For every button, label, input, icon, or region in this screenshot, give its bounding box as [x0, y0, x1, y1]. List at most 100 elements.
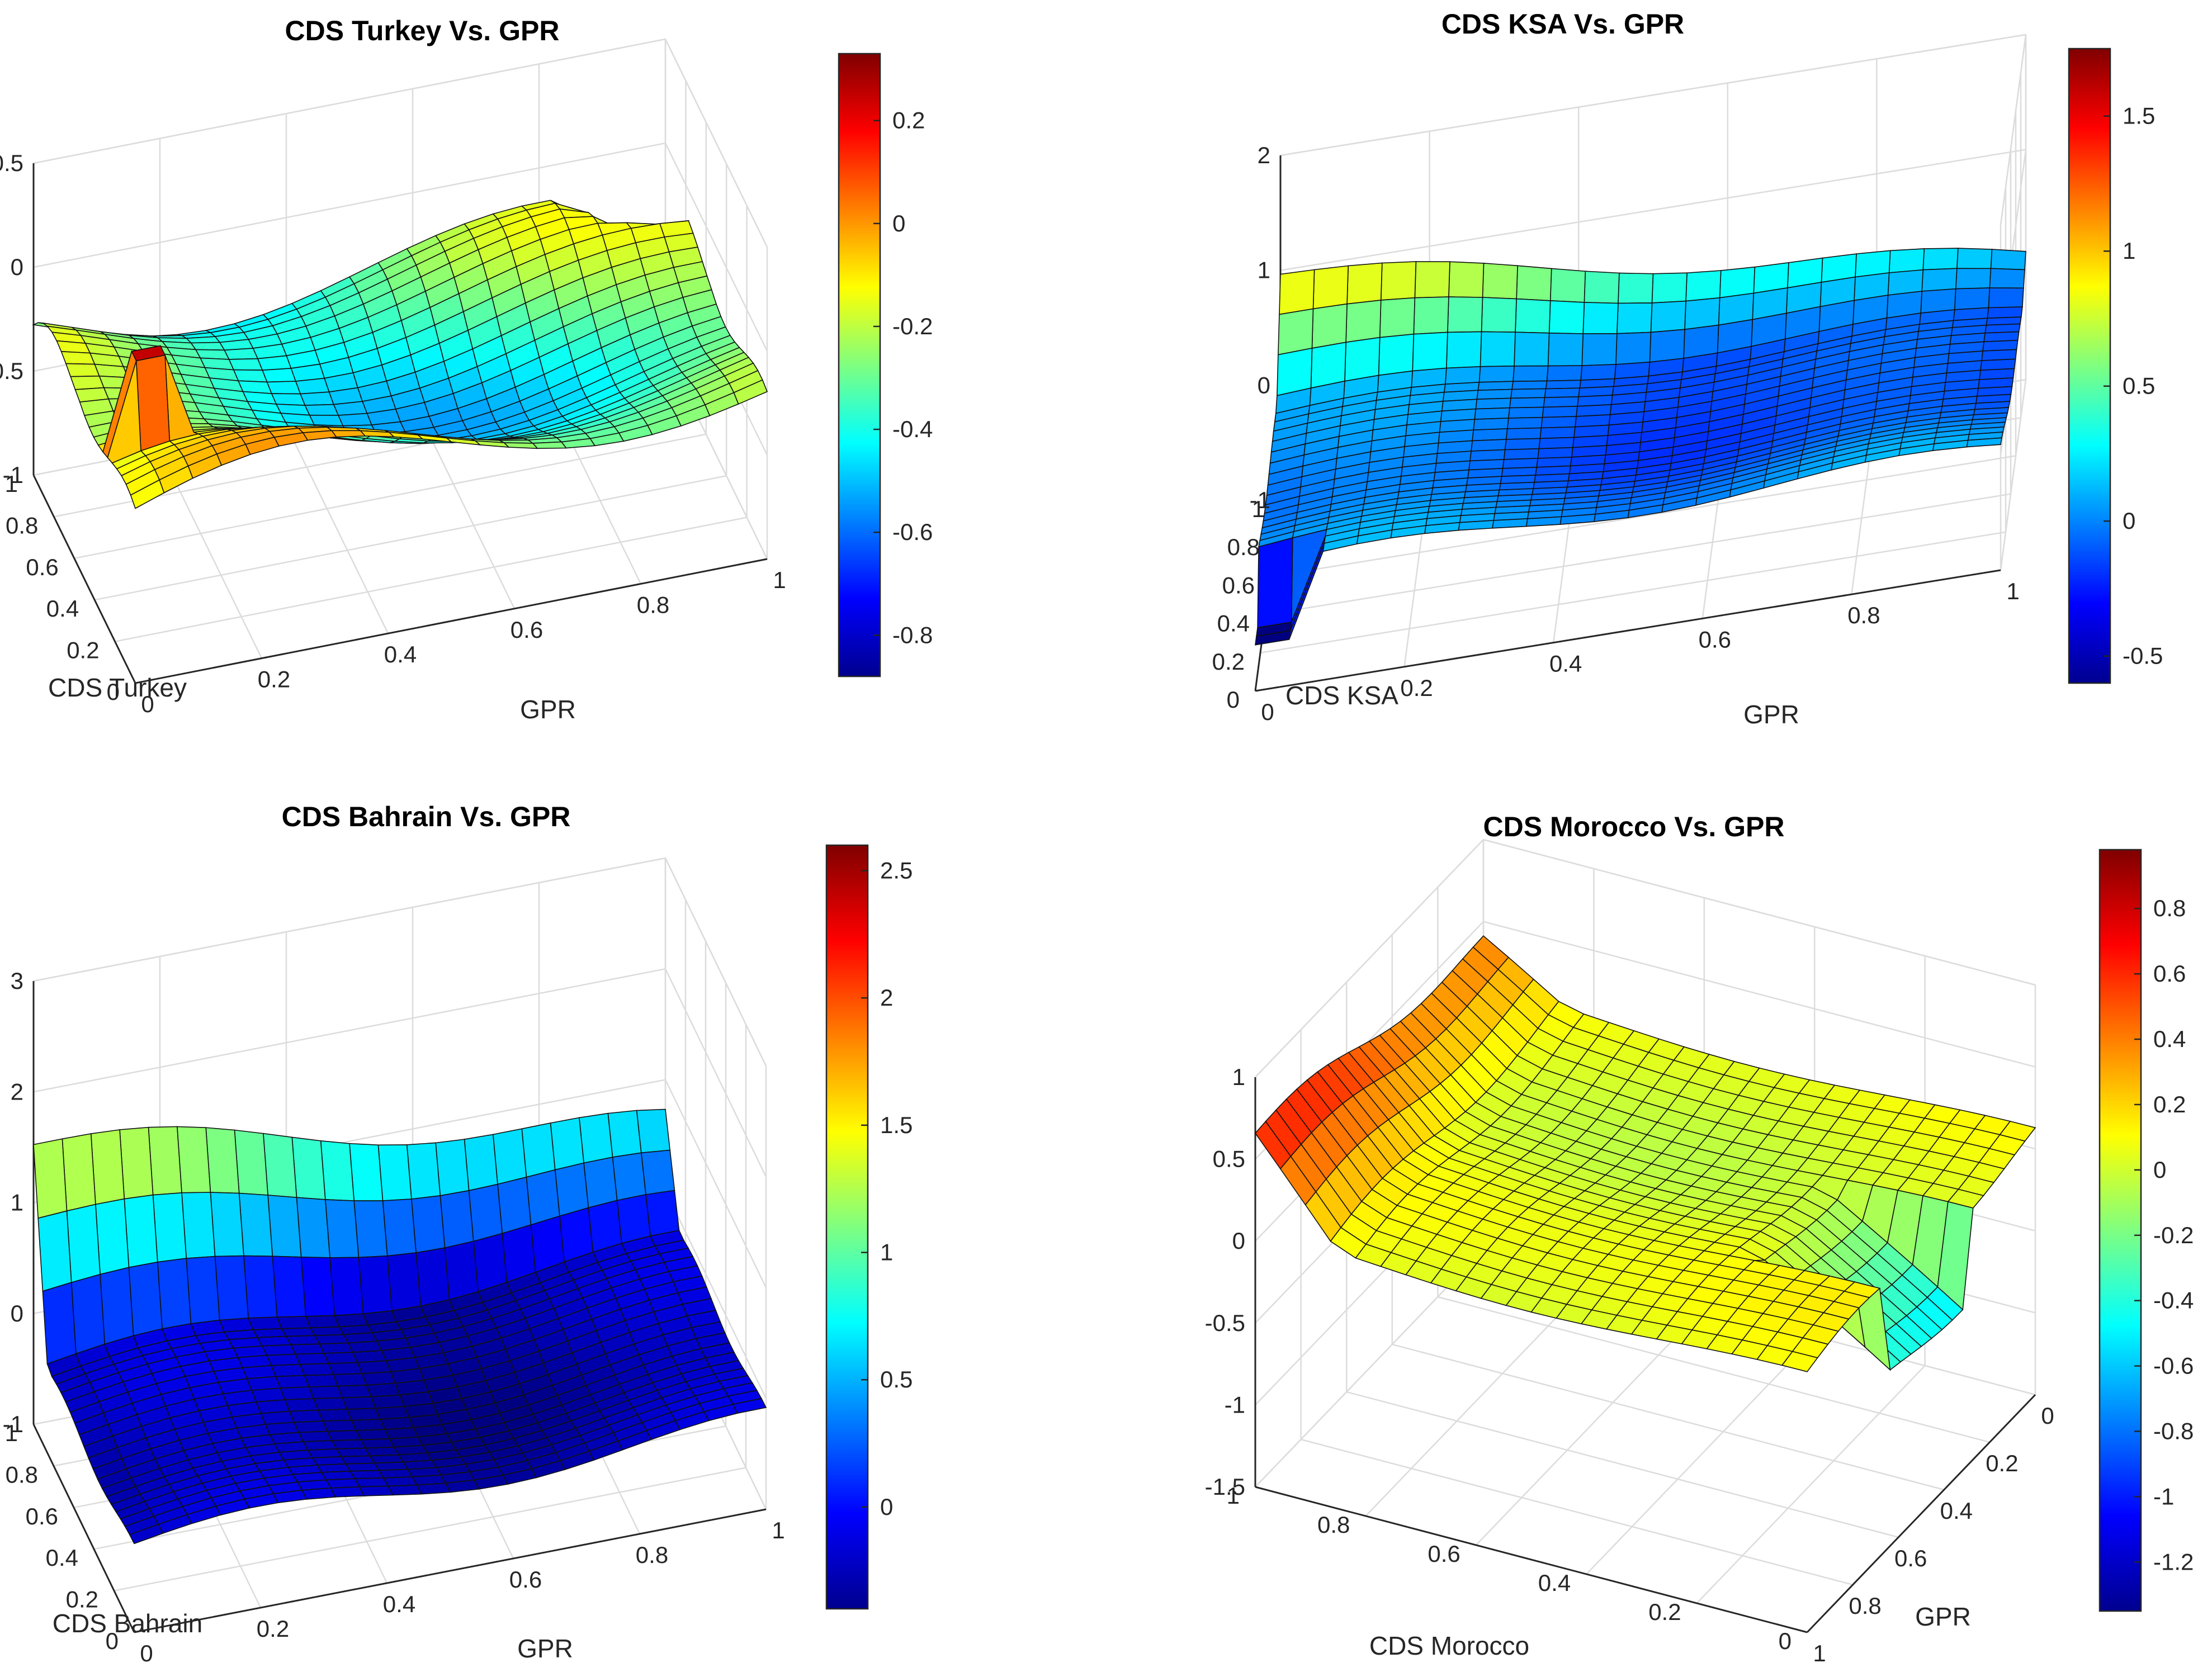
surface-patch	[550, 1117, 584, 1171]
surface-patch	[276, 1316, 311, 1329]
x-tick-labels: 0 0.2 0.4 0.6 0.8 1	[141, 567, 786, 717]
surface-patch	[579, 1112, 613, 1164]
surface-patch	[294, 1353, 329, 1365]
x-tick-label: 1	[772, 1517, 784, 1543]
colorbar: -0.5 0 0.5 1 1.5	[2068, 48, 2163, 684]
surface-patch	[1412, 331, 1448, 372]
y-tick-labels: 0 0.2 0.4 0.6 0.8 1	[5, 471, 120, 705]
colorbar-tick-label: -0.6	[892, 519, 933, 545]
surface-patch	[1444, 366, 1481, 385]
surface-patch	[1378, 333, 1415, 376]
y-tick-label: 1	[1227, 1482, 1240, 1509]
surface-patch	[1685, 270, 1722, 302]
z-tick-labels: -1 -0.5 0 0.5	[0, 150, 23, 488]
colorbar-tick-label: -0.6	[2153, 1353, 2194, 1379]
surface-patch	[1888, 248, 1925, 273]
surface-patch	[1542, 405, 1578, 418]
surface-patch	[588, 1200, 622, 1253]
surface-patch	[411, 1195, 446, 1253]
surface-patch	[37, 1210, 72, 1292]
surface-patch	[1480, 331, 1516, 367]
surface-patch	[366, 1382, 401, 1398]
colorbar-tick-label: 0.5	[2123, 373, 2155, 399]
surface-patch	[234, 1129, 268, 1196]
x-tick-label: 0.8	[636, 1542, 668, 1568]
y-tick-label: 0.2	[1648, 1599, 1681, 1625]
surface-patch	[526, 1169, 560, 1226]
surface-patch	[297, 1430, 333, 1442]
z-tick-label: -0.5	[1205, 1310, 1245, 1336]
surface-patch	[280, 1386, 315, 1400]
z-tick-label: 3	[11, 968, 23, 994]
y-tick-label: 0	[106, 1628, 119, 1654]
y-axis-label: CDS Turkey	[48, 673, 187, 702]
colorbar-tick-label: 0.2	[892, 107, 925, 134]
x-tick-label: 0.8	[1849, 1593, 1881, 1619]
x-tick-labels: 1 0.8 0.6 0.4 0.2 0	[1813, 1403, 2054, 1666]
surface-patch	[532, 441, 568, 449]
surface-patch	[214, 1255, 249, 1321]
surface-patch	[70, 1273, 106, 1354]
surface-patch	[181, 1192, 216, 1259]
surface-patch	[243, 1255, 278, 1319]
surface-patch	[1543, 396, 1579, 408]
z-tick-labels: -1 0 1 2	[1250, 142, 1270, 513]
surface-patch	[378, 1468, 413, 1479]
surface-patch	[386, 1252, 422, 1311]
y-tick-label: 0.4	[1538, 1570, 1571, 1596]
panel-turkey: CDS Turkey Vs. GPR -1 -0.5 0 0.5 0 0.2 0.4 0.6…	[0, 15, 933, 724]
surface-patch	[636, 1108, 671, 1154]
surface-patch	[331, 1439, 366, 1449]
surface-patch	[1279, 269, 1315, 315]
colorbar-tick-label: -0.2	[892, 313, 933, 339]
z-tick-label: 0	[11, 254, 23, 280]
surface-patch	[176, 1126, 211, 1193]
surface-patch	[1310, 342, 1346, 389]
surface-patch	[190, 342, 225, 351]
y-axis-label: CDS Bahrain	[53, 1609, 202, 1638]
z-gridline	[1280, 34, 2027, 226]
y-tick-label: 1	[5, 1420, 18, 1446]
colorbar-tick-label: 0	[880, 1494, 893, 1520]
surface-patch	[444, 1240, 479, 1301]
surface-patch	[157, 1258, 192, 1330]
surface-patch	[330, 430, 366, 438]
surface-patch	[272, 1256, 306, 1318]
surface-patch	[289, 1409, 324, 1423]
surface-patch	[1492, 518, 1528, 529]
surface-patch	[329, 1257, 364, 1316]
surface-patch	[266, 1353, 301, 1366]
surface-patch	[1476, 389, 1513, 400]
x-tick-labels: 0 0.2 0.4 0.6 0.8 1	[140, 1517, 784, 1666]
y-tick-label: 0.6	[26, 1503, 58, 1529]
surface-patch	[382, 1476, 418, 1487]
y-tick-label: 0.4	[46, 1545, 78, 1571]
z-gridline	[33, 857, 767, 1067]
x-tick-label: 0.4	[384, 641, 417, 667]
colorbar-tick-label: 0	[2123, 508, 2135, 534]
y-tick-label: 0.2	[66, 1586, 98, 1613]
surface-patch	[640, 1149, 675, 1195]
x-axis-label: GPR	[517, 1634, 573, 1663]
surface-patch	[377, 1144, 412, 1201]
y-axis-line	[1255, 1486, 1808, 1633]
surface-patch	[247, 1316, 282, 1330]
surface-patch	[1540, 416, 1577, 429]
surface-patch	[323, 1352, 358, 1365]
colorbar-tick-label: 0	[892, 210, 905, 236]
surface-patch	[330, 1486, 365, 1498]
surface-patch	[464, 1134, 498, 1191]
surface-patch	[281, 1327, 316, 1337]
surface-patch	[382, 1198, 417, 1257]
surface-patch	[299, 391, 334, 406]
x-tick-label: 0.2	[258, 666, 290, 693]
surface-patch	[344, 1462, 380, 1472]
surface-patch	[1514, 331, 1550, 367]
surface-patch	[1615, 331, 1652, 365]
y-tick-label: 0.6	[1428, 1541, 1460, 1567]
surface-patch	[1549, 268, 1586, 303]
surface-patch	[305, 1315, 340, 1329]
x-tick-label: 1	[773, 567, 786, 593]
z-tick-label: 2	[11, 1078, 23, 1105]
surface-patch	[257, 1335, 292, 1347]
